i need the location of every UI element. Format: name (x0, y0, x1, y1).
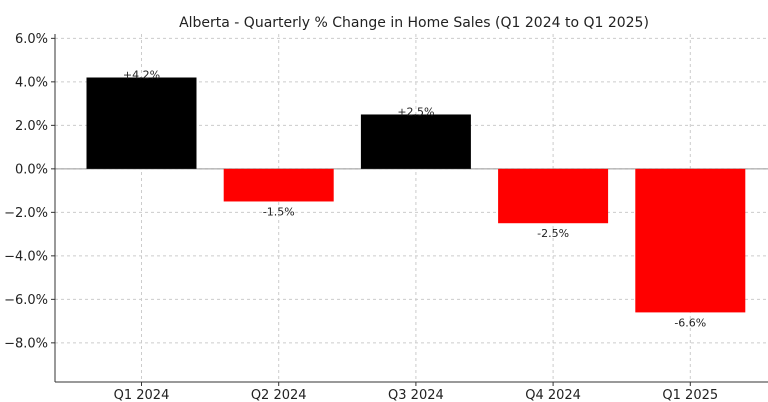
bar-q4-2024 (498, 168, 609, 224)
y-tick-label: −4.0% (4, 249, 48, 264)
y-tick-label: −6.0% (4, 293, 48, 308)
data-label: -1.5% (263, 205, 295, 218)
bar-q1-2024 (86, 77, 197, 169)
axes-group (54, 34, 768, 383)
bars-group (86, 77, 746, 313)
y-tick-label: −2.0% (4, 206, 48, 221)
x-tick-label: Q3 2024 (388, 388, 444, 402)
chart-title: Alberta - Quarterly % Change in Home Sal… (179, 15, 649, 31)
x-tick-label: Q2 2024 (251, 388, 307, 402)
y-tick-label: 2.0% (15, 119, 48, 134)
y-tick-label: 6.0% (15, 32, 48, 47)
data-label: -6.6% (674, 316, 706, 329)
data-labels-group: +4.2% -1.5% +2.5% -2.5% -6.6% (123, 69, 706, 330)
bar-q2-2024 (223, 168, 334, 202)
data-label: +2.5% (397, 105, 434, 118)
bar-q3-2024 (360, 114, 471, 169)
y-tick-label: 0.0% (15, 162, 48, 177)
x-axis-ticks: Q1 2024 Q2 2024 Q3 2024 Q4 2024 Q1 2025 (114, 382, 718, 402)
bar-q1-2025 (635, 168, 746, 313)
x-tick-label: Q1 2025 (662, 388, 718, 402)
y-tick-label: 4.0% (15, 75, 48, 90)
y-tick-label: −8.0% (4, 336, 48, 351)
x-tick-label: Q4 2024 (525, 388, 581, 402)
data-label: -2.5% (537, 227, 569, 240)
y-axis-ticks: 6.0% 4.0% 2.0% 0.0% −2.0% −4.0% −6.0% −8.0% (4, 32, 55, 351)
data-label: +4.2% (123, 69, 160, 82)
x-tick-label: Q1 2024 (114, 388, 170, 402)
